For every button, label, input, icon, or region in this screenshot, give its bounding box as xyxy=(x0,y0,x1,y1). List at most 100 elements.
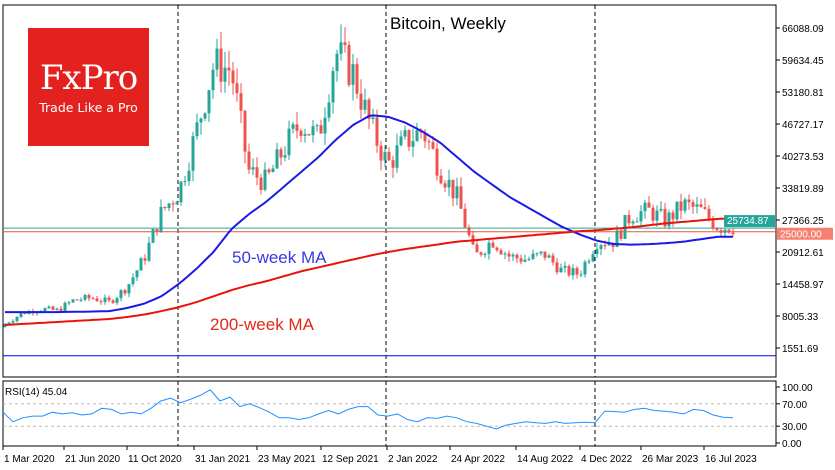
rsi-panel-frame xyxy=(2,380,777,447)
candle-up xyxy=(487,242,491,254)
candle-up xyxy=(11,321,15,323)
candle-up xyxy=(175,202,179,205)
candle-down xyxy=(451,179,455,199)
candle-up xyxy=(195,122,199,137)
candle-down xyxy=(651,207,655,221)
candle-up xyxy=(43,308,47,311)
price-tick-label: 53180.81 xyxy=(782,88,824,99)
candle-down xyxy=(443,183,447,188)
candle-down xyxy=(475,244,479,253)
candle-up xyxy=(211,69,215,91)
time-tick-label: 26 Mar 2023 xyxy=(642,454,699,465)
candle-up xyxy=(79,299,83,301)
candle-down xyxy=(295,124,299,131)
candle-down xyxy=(355,64,359,94)
candle-down xyxy=(247,151,251,170)
ma50-label: 50-week MA xyxy=(232,248,327,267)
logo-brand: FxPro xyxy=(39,58,138,98)
candle-down xyxy=(99,301,103,303)
candle-down xyxy=(611,242,615,248)
candle-down xyxy=(423,132,427,142)
candle-down xyxy=(171,203,175,205)
candle-up xyxy=(103,297,107,302)
candle-down xyxy=(107,297,111,301)
rsi-tick-label: 100.00 xyxy=(782,383,813,394)
candle-up xyxy=(527,258,531,260)
candle-up xyxy=(183,180,187,182)
candle-down xyxy=(459,186,463,209)
candle-up xyxy=(531,253,535,259)
candle-up xyxy=(583,261,587,275)
candle-up xyxy=(559,267,563,273)
candle-down xyxy=(235,83,239,94)
candle-down xyxy=(699,204,703,208)
candle-up xyxy=(131,277,135,285)
candle-up xyxy=(383,151,387,161)
time-tick-label: 4 Dec 2022 xyxy=(581,454,633,465)
candle-up xyxy=(19,313,23,317)
time-tick-label: 31 Jan 2021 xyxy=(195,454,250,465)
candle-up xyxy=(199,118,203,123)
ma200-label: 200-week MA xyxy=(210,315,314,334)
time-tick-label: 11 Oct 2020 xyxy=(128,454,182,465)
candle-down xyxy=(279,149,283,158)
candle-up xyxy=(331,71,335,103)
candle-up xyxy=(263,169,267,190)
candle-up xyxy=(63,302,67,311)
candle-up xyxy=(523,259,527,262)
candle-down xyxy=(243,110,247,152)
candle-up xyxy=(667,212,671,227)
candle-down xyxy=(555,262,559,273)
candle-down xyxy=(435,148,439,176)
time-tick-label: 14 Aug 2022 xyxy=(517,454,574,465)
candle-up xyxy=(47,306,51,309)
candle-down xyxy=(407,130,411,147)
time-tick-label: 1 Mar 2020 xyxy=(4,454,55,465)
candle-up xyxy=(683,199,687,211)
fxpro-logo: FxPro Trade Like a Pro xyxy=(28,28,149,146)
candle-up xyxy=(311,126,315,136)
candle-up xyxy=(151,229,155,243)
candle-down xyxy=(715,228,719,231)
candle-up xyxy=(695,204,699,207)
rsi-label: RSI(14) 45.04 xyxy=(5,387,68,398)
candle-down xyxy=(391,160,395,168)
candle-up xyxy=(639,211,643,222)
candle-down xyxy=(51,306,55,310)
candle-down xyxy=(719,230,723,233)
candle-up xyxy=(323,117,327,134)
candle-down xyxy=(359,93,363,110)
candle-down xyxy=(75,299,79,301)
candle-down xyxy=(543,251,547,258)
candle-down xyxy=(427,141,431,143)
price-tick-label: 40273.53 xyxy=(782,152,824,163)
candle-up xyxy=(539,251,543,254)
candle-down xyxy=(319,125,323,134)
candle-up xyxy=(115,298,119,303)
candle-down xyxy=(219,48,223,82)
candle-down xyxy=(507,253,511,257)
candle-up xyxy=(139,258,143,271)
candle-down xyxy=(87,294,91,299)
candle-up xyxy=(723,229,727,233)
rsi-tick-label: 30.00 xyxy=(782,422,807,433)
candle-up xyxy=(3,324,7,328)
candle-up xyxy=(483,253,487,255)
candle-down xyxy=(619,230,623,239)
candle-up xyxy=(187,170,191,181)
candle-down xyxy=(155,229,159,232)
candle-down xyxy=(711,218,715,229)
candle-up xyxy=(283,155,287,158)
candle-up xyxy=(399,136,403,146)
candle-up xyxy=(67,302,71,304)
ma50-line xyxy=(5,114,733,314)
candle-down xyxy=(239,93,243,111)
rsi-tick-label: 70.00 xyxy=(782,400,807,411)
candle-up xyxy=(563,265,567,268)
candle-up xyxy=(655,210,659,221)
candle-up xyxy=(511,254,515,257)
candle-down xyxy=(347,45,351,85)
candle-down xyxy=(343,42,347,46)
candle-up xyxy=(83,294,87,300)
candle-up xyxy=(287,128,291,156)
